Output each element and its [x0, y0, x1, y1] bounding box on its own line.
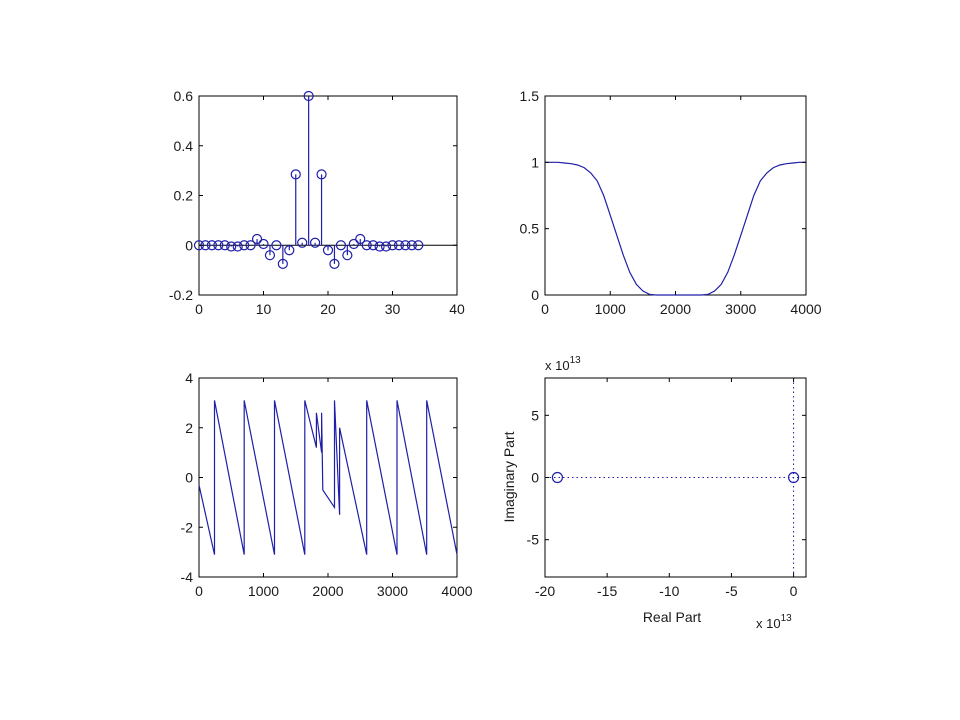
polezero-xticks: -20 -15 -10 -5 0	[535, 378, 798, 599]
ytick-label: 0.4	[174, 138, 194, 154]
subplot-polezero: -20 -15 -10 -5 0 -5 0 5 Real Part Imaginary Pa…	[501, 355, 807, 631]
stem-marker	[290, 169, 301, 180]
polezero-yticks: -5 0 5	[527, 407, 806, 548]
stem-yticks: -0.2 0 0.2 0.4 0.6	[169, 88, 457, 303]
ytick-label: 0	[185, 237, 193, 253]
ytick-label: -0.2	[169, 287, 193, 303]
stem-marker	[271, 240, 282, 251]
stem-marker	[297, 237, 308, 248]
stem-marker	[284, 245, 295, 256]
xtick-label: 1000	[248, 583, 279, 599]
magnitude-series-line	[545, 161, 806, 296]
stem-marker	[264, 250, 276, 261]
phase-series-line	[198, 400, 458, 555]
polezero-y-exponent: x 1013	[545, 355, 581, 373]
xtick-label: 4000	[441, 583, 472, 599]
ytick-label: 0	[531, 287, 539, 303]
xtick-label: 2000	[312, 583, 343, 599]
stem-marks	[193, 90, 424, 270]
stem-marker	[219, 240, 230, 251]
stem-marker	[342, 250, 353, 261]
phase-xticks: 0 1000 2000 3000 4000	[195, 378, 473, 599]
stem-marker	[400, 240, 411, 251]
xtick-label: 10	[256, 301, 272, 317]
stem-marker	[361, 240, 372, 251]
ytick-label: 5	[531, 407, 539, 423]
stem-marker	[322, 245, 334, 256]
stem-marker	[303, 90, 314, 102]
polezero-xlabel: Real Part	[643, 609, 701, 625]
stem-marker	[245, 240, 256, 251]
ytick-label: 4	[185, 370, 193, 386]
xtick-label: 30	[385, 301, 401, 317]
stem-marker	[329, 258, 340, 270]
phase-axes-box	[198, 377, 458, 578]
ytick-label: 0	[185, 470, 193, 486]
phase-yticks: -4 -2 0 2 4	[181, 370, 457, 585]
magnitude-xticks: 0 1000 2000 3000 4000	[541, 96, 822, 317]
xtick-label: 3000	[377, 583, 408, 599]
xtick-label: -15	[597, 583, 617, 599]
subplot-magnitude: 0 1000 2000 3000 4000 0 0.5 1 1.5	[520, 88, 822, 317]
xtick-label: 0	[790, 583, 798, 599]
stem-marker	[374, 241, 385, 252]
magnitude-yticks: 0 0.5 1 1.5	[520, 88, 806, 303]
stem-marker	[226, 241, 237, 252]
stem-marker	[239, 240, 250, 251]
ytick-label: 1	[531, 154, 539, 170]
xtick-label: 0	[541, 301, 549, 317]
polezero-dotted-axes	[545, 378, 806, 577]
xtick-label: 1000	[595, 301, 626, 317]
ytick-label: 2	[185, 420, 193, 436]
xtick-label: 40	[449, 301, 465, 317]
subplot-phase: 0 1000 2000 3000 4000 -4 -2 0 2 4	[181, 370, 473, 599]
polezero-ylabel: Imaginary Part	[501, 431, 517, 522]
stem-axes-box	[198, 95, 458, 296]
stem-marker	[251, 233, 263, 245]
stem-marker	[310, 237, 321, 248]
stem-marker	[406, 240, 417, 251]
ytick-label: 0.5	[520, 221, 540, 237]
ytick-label: -5	[527, 532, 540, 548]
stem-marker	[206, 240, 217, 251]
xtick-label: -10	[659, 583, 679, 599]
stem-marker	[348, 238, 359, 250]
stem-marker	[213, 240, 224, 251]
stem-marker	[380, 241, 392, 252]
stem-marker	[393, 240, 405, 251]
xtick-label: 2000	[660, 301, 691, 317]
ytick-label: -4	[181, 569, 194, 585]
xtick-label: 4000	[790, 301, 821, 317]
stem-marker	[387, 240, 398, 251]
xtick-label: 20	[320, 301, 336, 317]
zero-marker	[551, 471, 564, 484]
ytick-label: -2	[181, 519, 194, 535]
ytick-label: 1.5	[520, 88, 540, 104]
stem-marker	[193, 240, 205, 251]
stem-marker	[355, 233, 366, 245]
polezero-x-exponent: x 1013	[756, 613, 792, 631]
xtick-label: 0	[195, 583, 203, 599]
ytick-label: 0.2	[174, 188, 194, 204]
stem-marker	[232, 241, 243, 252]
xtick-label: -20	[535, 583, 555, 599]
stem-marker	[316, 169, 327, 180]
stem-xticks: 0 10 20 30 40	[195, 96, 465, 317]
stem-marker	[258, 238, 269, 250]
xtick-label: -5	[725, 583, 738, 599]
stem-marker	[413, 240, 424, 251]
ytick-label: 0	[531, 470, 539, 486]
zero-marker	[787, 471, 800, 484]
magnitude-axes-box	[544, 95, 807, 296]
stem-marker	[277, 258, 288, 270]
stem-marker	[335, 240, 346, 251]
polezero-marks	[551, 471, 800, 484]
xtick-label: 3000	[725, 301, 756, 317]
subplot-stem: 0 10 20 30 40 -0.200.20.40.6	[169, 88, 465, 317]
ytick-label: 0.6	[174, 88, 194, 104]
stem-marker	[368, 240, 379, 251]
xtick-label: 0	[195, 301, 203, 317]
